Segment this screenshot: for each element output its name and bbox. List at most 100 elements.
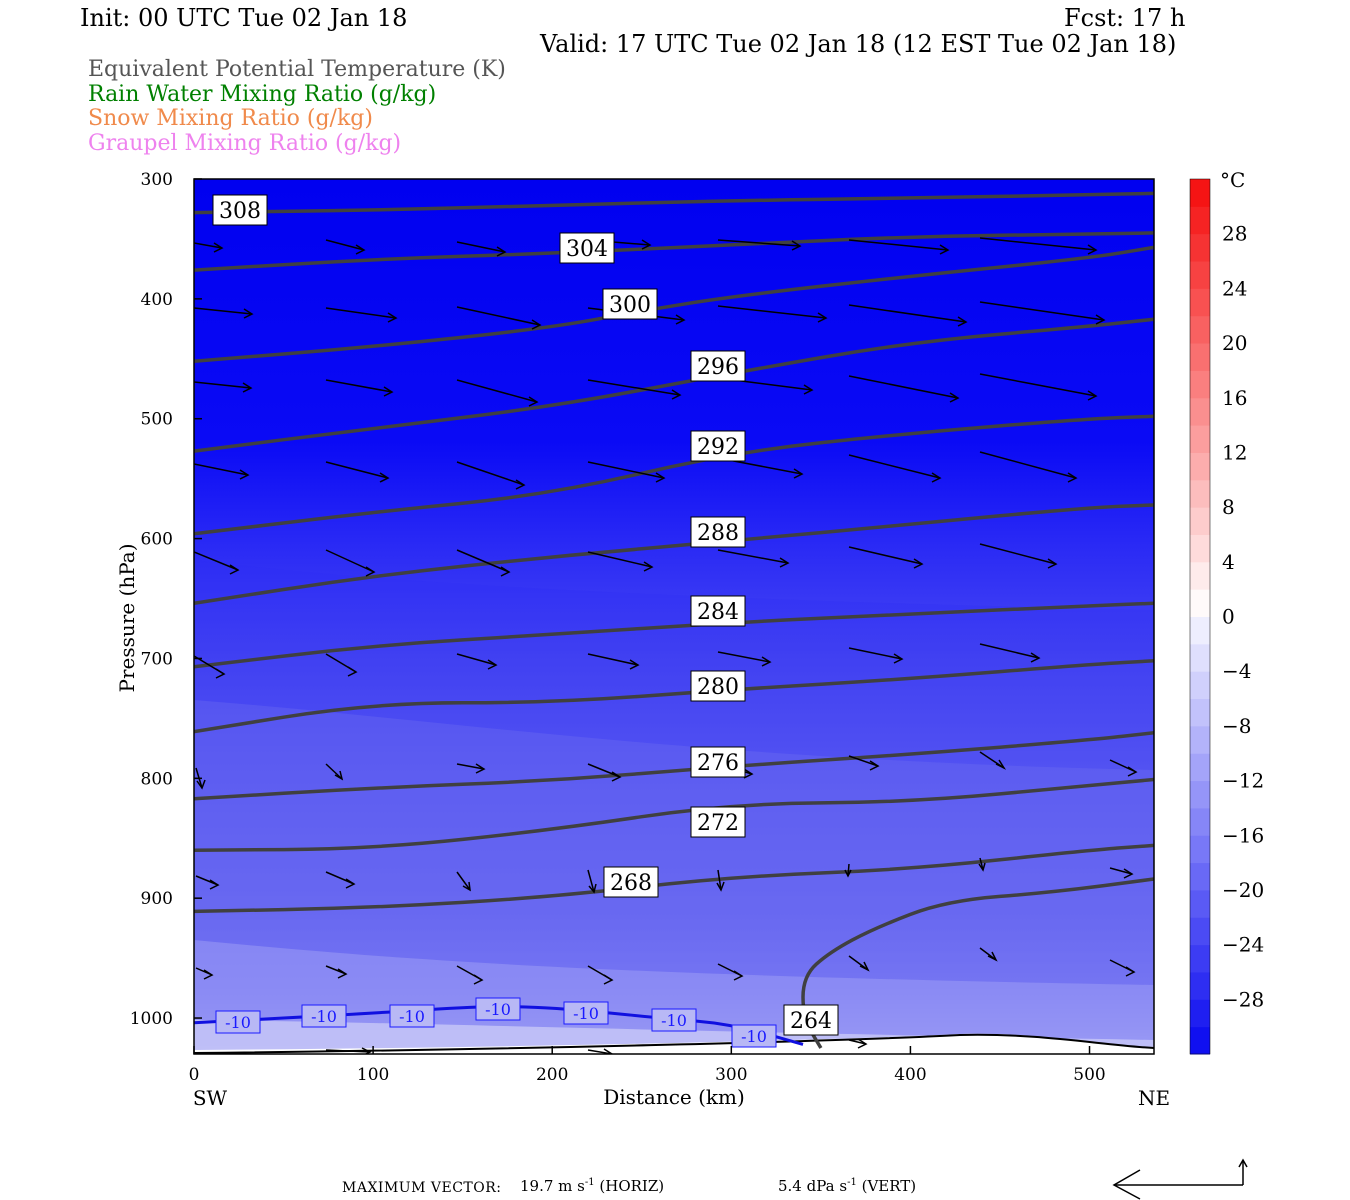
wind-vector [716,869,725,892]
wind-vector [587,379,682,400]
wind-vector [325,763,344,781]
temperature-label-text: -10 [225,1013,251,1032]
wind-vector [848,304,968,327]
colorbar-bin [1190,507,1210,535]
theta-e-label-308: 308 [212,194,268,226]
theta-e-label-296: 296 [690,350,746,382]
colorbar-bin [1190,999,1210,1028]
x-axis-label: Distance (km) [603,1085,745,1109]
temperature-label-text: -10 [573,1004,599,1023]
colorbar-bin [1190,561,1210,590]
colorbar-bin [1190,671,1210,700]
max-vector-vertical-tag: (VERT) [861,1177,917,1195]
wind-vector [848,647,904,664]
colorbar-tick-label: −16 [1222,823,1264,847]
wind-vector [456,965,484,985]
wind-vector [587,965,614,985]
theta-e-label-276: 276 [690,746,746,778]
wind-vector [717,239,802,251]
colorbar-bin [1190,288,1210,317]
x-tick-label: 500 [1073,1065,1105,1085]
wind-vector [587,653,640,670]
theta-e-contour-296 [194,317,1154,453]
colorbar: −28 −24 −20 −16 −12 −8 −4 0 4 8 12 16 20 24 28 [1189,178,1264,1055]
legend-snow: Snow Mixing Ratio (g/kg) [88,106,373,131]
y-tick-label: 700 [141,649,173,669]
colorbar-bin [1190,698,1210,727]
colorbar-bin [1190,233,1210,262]
max-vector-vertical-exponent: -1 [847,1177,857,1188]
wind-vector [194,463,250,480]
x-axis: 0 100 200 300 400 500 [189,1046,1106,1085]
max-vector-horizontal-exponent: -1 [584,1177,595,1188]
theta-e-label-text: 284 [697,600,739,625]
colorbar-tick-label: 28 [1222,222,1247,246]
wind-vector [194,381,253,393]
colorbar-bin [1190,261,1210,289]
wind-vector [195,875,220,890]
wind-vector [325,461,390,483]
colorbar-tick-label: 12 [1222,440,1247,464]
wind-vector [325,307,398,323]
max-vector-horizontal: 19.7 m s-1 (HORIZ) [520,1177,664,1195]
x-axis-right-end-label: NE [1138,1086,1170,1110]
theta-e-contour-272 [194,777,1154,852]
colorbar-tick-label: 24 [1222,276,1247,300]
wind-vector [848,755,880,771]
wind-vector [195,967,214,980]
wind-vector [848,1038,868,1049]
wind-vector [456,379,539,407]
wind-vector [325,549,376,577]
x-tick-label: 300 [715,1065,747,1085]
wind-vector [848,375,960,403]
colorbar-tick-label: −28 [1222,987,1264,1011]
theta-e-label-284: 284 [690,595,746,627]
temperature-label-text: -10 [311,1007,337,1026]
legend-graupel: Graupel Mixing Ratio (g/kg) [88,131,402,156]
wind-vector [717,305,828,323]
theta-e-label-text: 276 [697,751,739,776]
theta-e-label-264: 264 [783,1004,839,1036]
colorbar-tick-label: 20 [1222,331,1247,355]
temperature-label: -10 [731,1024,777,1048]
wind-vector [325,871,356,889]
theta-e-label-text: 272 [697,811,739,836]
theta-e-contour-284 [194,601,1154,669]
x-tick-label: 400 [894,1065,926,1085]
colorbar-bin [1190,397,1210,426]
colorbar-tick-label: 0 [1222,605,1235,629]
x-axis-left-end-label: SW [193,1086,228,1110]
theta-e-label-text: 268 [610,871,652,896]
max-vector-horizontal-value: 19.7 m s [520,1177,585,1195]
y-tick-label: 900 [141,889,173,909]
y-axis-label: Pressure (hPa) [115,544,139,693]
theta-e-contour-276 [194,731,1154,801]
colorbar-bin [1190,589,1210,617]
wind-vector [456,461,526,490]
wind-vector [979,301,1106,325]
wind-vector [456,306,542,330]
y-tick-label: 400 [141,290,173,310]
wind-vector [979,543,1058,569]
colorbar-bin [1190,917,1210,946]
wind-vector [717,549,790,568]
temperature-label: -10 [563,1001,609,1025]
theta-e-labels: 308 304 300 296 292 288 284 280 276 272 268 264 [212,194,839,1036]
wind-vector [325,1047,372,1054]
wind-vector [456,653,498,670]
theta-e-label-text: 296 [697,355,739,380]
colorbar-unit: °C [1220,168,1245,192]
wind-vector [979,751,1007,770]
theta-e-label-text: 300 [609,293,651,318]
theta-e-label-300: 300 [602,288,658,320]
colorbar-bin [1190,807,1210,836]
plot-frame [193,178,1155,1055]
x-tick-label: 200 [536,1065,568,1085]
wind-vector [979,373,1098,401]
colorbar-bin [1190,1026,1210,1055]
wind-vector [194,242,224,253]
theta-e-contour-304 [194,231,1154,272]
wind-vector [587,551,654,572]
colorbar-bin [1190,753,1210,782]
theta-e-contour-292 [194,414,1154,536]
